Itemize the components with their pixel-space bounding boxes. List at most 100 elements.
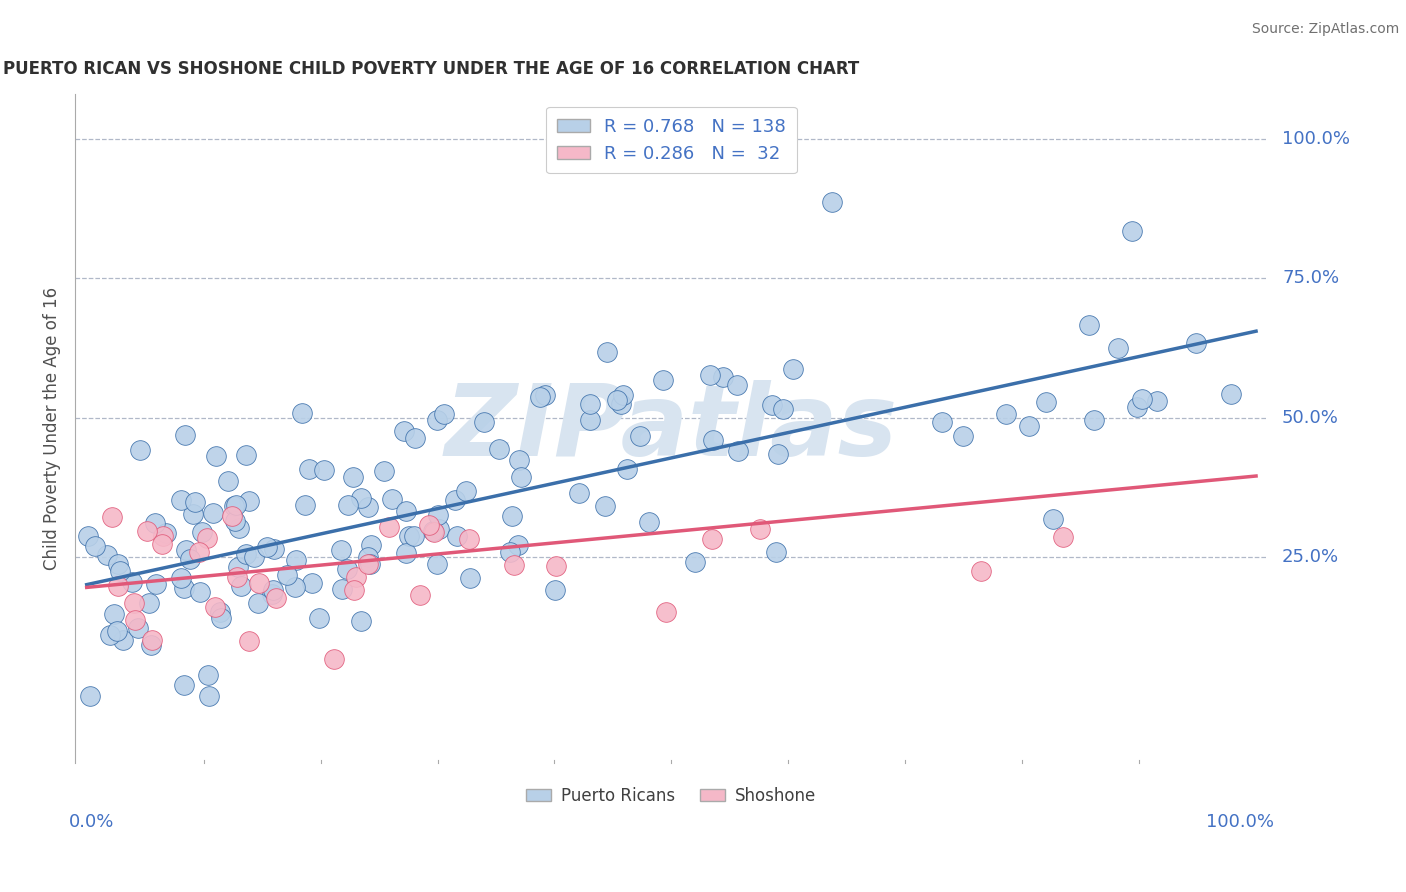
Point [606,392,628,407]
Point [503,558,526,573]
Point [235,547,257,561]
Point [122,596,145,610]
Point [184,495,207,509]
Point [224,500,246,514]
Point [568,485,591,500]
Point [1146,393,1168,408]
Point [1184,336,1206,351]
Point [427,522,450,536]
Point [330,582,353,597]
Point [336,562,359,576]
Point [700,532,723,546]
Point [426,508,449,522]
Point [772,402,794,417]
Point [238,494,260,508]
Point [108,564,131,578]
Point [336,498,359,512]
Point [262,583,284,598]
Point [612,387,634,401]
Text: 100.0%: 100.0% [1282,130,1350,148]
Point [357,549,380,564]
Point [139,638,162,652]
Point [426,412,449,426]
Point [398,529,420,543]
Point [404,431,426,445]
Point [229,578,252,592]
Point [217,475,239,489]
Point [1121,224,1143,238]
Point [174,428,197,442]
Point [173,581,195,595]
Point [103,607,125,621]
Point [357,500,380,515]
Point [378,519,401,533]
Point [152,529,174,543]
Point [298,462,321,476]
Point [224,514,246,528]
Point [225,570,247,584]
Point [301,575,323,590]
Point [342,470,364,484]
Point [1042,512,1064,526]
Point [381,491,404,506]
Point [472,415,495,429]
Point [176,542,198,557]
Point [107,579,129,593]
Point [544,559,567,574]
Point [228,521,250,535]
Point [765,545,787,559]
Point [77,529,100,543]
Point [534,388,557,402]
Point [190,525,212,540]
Point [247,576,270,591]
Point [100,510,122,524]
Point [138,595,160,609]
Point [1035,394,1057,409]
Point [243,549,266,564]
Point [238,634,260,648]
Point [276,567,298,582]
Text: Source: ZipAtlas.com: Source: ZipAtlas.com [1251,22,1399,37]
Point [392,424,415,438]
Point [508,538,530,552]
Point [150,537,173,551]
Point [188,545,211,559]
Point [291,406,314,420]
Point [446,529,468,543]
Point [995,408,1018,422]
Point [458,532,481,546]
Point [141,632,163,647]
Point [529,390,551,404]
Point [579,413,602,427]
Point [616,461,638,475]
Point [225,498,247,512]
Point [96,549,118,563]
Point [699,368,721,383]
Point [256,540,278,554]
Text: 75.0%: 75.0% [1282,269,1339,287]
Text: ZIPatlas: ZIPatlas [444,380,898,477]
Point [683,555,706,569]
Point [395,503,418,517]
Point [285,552,308,566]
Legend: Puerto Ricans, Shoshone: Puerto Ricans, Shoshone [520,780,824,812]
Point [404,529,426,543]
Point [1052,530,1074,544]
Point [197,668,219,682]
Y-axis label: Child Poverty Under the Age of 16: Child Poverty Under the Age of 16 [44,287,60,570]
Point [124,613,146,627]
Point [135,524,157,538]
Point [127,621,149,635]
Point [350,615,373,629]
Point [330,543,353,558]
Point [637,515,659,529]
Point [970,564,993,578]
Point [98,627,121,641]
Point [128,442,150,457]
Point [350,491,373,505]
Point [121,574,143,589]
Point [83,539,105,553]
Point [821,194,844,209]
Point [343,583,366,598]
Point [143,516,166,530]
